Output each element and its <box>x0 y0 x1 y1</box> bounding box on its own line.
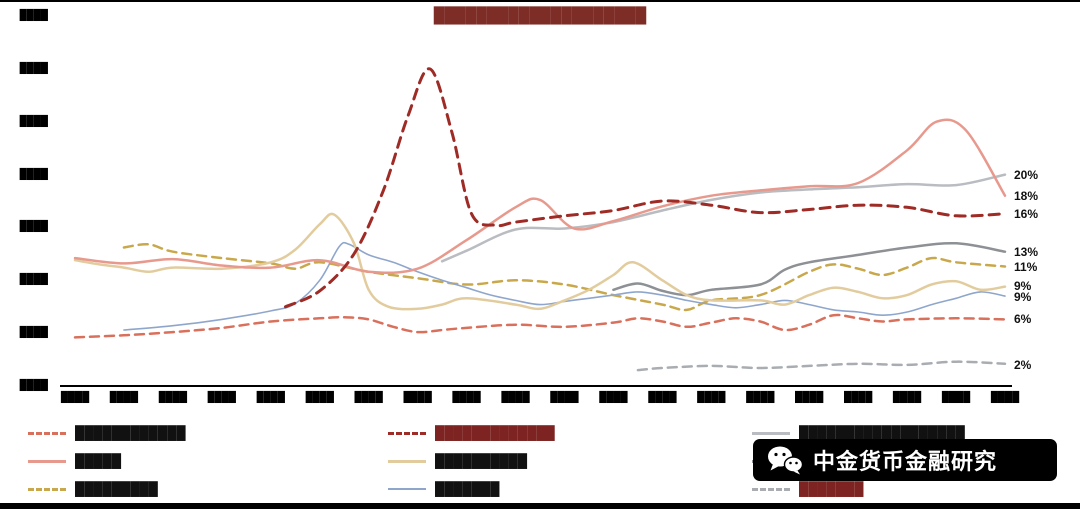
series-end-value-label: 6% <box>1014 312 1032 327</box>
legend-column-2: █████████████ ██████████ ███████ <box>388 422 555 506</box>
x-axis-tick-label: ████ <box>501 392 530 403</box>
series-blue-solid <box>123 241 1006 331</box>
legend-item-coral-dashed: ████████████ <box>28 422 186 444</box>
x-axis-tick-label: ████ <box>599 392 628 403</box>
legend-label-darkred-dashed: █████████████ <box>435 425 555 440</box>
x-axis-tick-label: ████ <box>795 392 824 403</box>
chart-title: ████████████████████ <box>433 7 647 24</box>
series-end-value-label: 2% <box>1014 357 1032 372</box>
legend-label-gray-dashed: ███████ <box>799 481 864 496</box>
legend-label-blue-solid: ███████ <box>435 481 500 496</box>
legend-item-darkred-dashed: █████████████ <box>388 422 555 444</box>
legend-item-blue-solid: ███████ <box>388 478 555 500</box>
series-end-value-label: 11% <box>1014 259 1038 274</box>
x-axis-tick-label: ████ <box>648 392 677 403</box>
x-axis-tick-label: ████ <box>305 392 334 403</box>
series-lightgray-solid <box>440 173 1007 263</box>
series-end-value-label: 9% <box>1014 278 1032 293</box>
watermark-text: 中金货币金融研究 <box>813 449 998 474</box>
wechat-icon <box>767 445 803 475</box>
legend-swatch-gray-dashed <box>752 487 790 491</box>
series-end-value-label: 16% <box>1014 206 1039 221</box>
x-axis-tick-label: ████ <box>403 392 432 403</box>
x-axis-tick-label: ████ <box>354 392 383 403</box>
legend-item-tan-solid: ██████████ <box>388 450 555 472</box>
top-border-line <box>0 0 1080 2</box>
x-axis-tick-label: ████ <box>207 392 236 403</box>
x-axis-tick-label: ████ <box>746 392 775 403</box>
y-axis-tick-label: ████ <box>19 274 48 286</box>
series-end-value-label: 9% <box>1014 290 1032 305</box>
x-axis-tick-label: ████ <box>158 392 188 403</box>
series-end-value-label: 18% <box>1014 188 1039 203</box>
x-axis-tick-label: ████ <box>256 392 285 403</box>
legend-swatch-gold-dashed <box>28 487 66 491</box>
legend-item-salmon-solid: █████ <box>28 450 186 472</box>
x-axis-tick-label: ████ <box>941 392 971 403</box>
legend-swatch-salmon-solid <box>28 459 66 463</box>
legend-swatch-lightgray-solid <box>752 431 790 435</box>
x-axis-tick-label: ████ <box>892 392 922 403</box>
legend-swatch-blue-solid <box>388 488 426 490</box>
legend-item-gray-dashed: ███████ <box>752 478 965 500</box>
series-darkred-dashed <box>284 67 1007 309</box>
watermark-badge: 中金货币金融研究 <box>753 439 1057 481</box>
series-end-value-label: 20% <box>1014 167 1039 182</box>
y-axis-tick-label: ████ <box>19 380 48 391</box>
series-gray-dashed <box>636 360 1007 372</box>
legend-label-coral-dashed: ████████████ <box>75 425 186 440</box>
series-tan-solid <box>73 212 1007 311</box>
legend-swatch-coral-dashed <box>28 431 66 435</box>
y-axis-tick-label: ████ <box>19 62 48 74</box>
legend-item-lightgray-solid: ██████████████████ <box>752 422 965 444</box>
x-axis-tick-label: ████ <box>452 392 481 403</box>
y-axis-tick-label: ████ <box>19 221 48 233</box>
x-axis-tick-label: ████ <box>109 392 139 403</box>
x-axis-tick-label: ████ <box>60 392 90 403</box>
y-axis-tick-label: ████ <box>19 115 48 127</box>
y-axis-tick-label: ████ <box>19 168 48 180</box>
series-gray-solid <box>612 241 1007 297</box>
legend-label-tan-solid: ██████████ <box>435 453 528 468</box>
bottom-border-bar <box>0 503 1080 509</box>
legend-label-salmon-solid: █████ <box>75 453 122 468</box>
legend-label-lightgray-solid: ██████████████████ <box>799 425 965 440</box>
series-end-value-label: 13% <box>1014 244 1039 259</box>
series-salmon-solid <box>73 118 1007 275</box>
x-axis-tick-label: ████ <box>550 392 579 403</box>
y-axis-tick-label: ████ <box>19 327 48 339</box>
legend-label-gold-dashed: █████████ <box>75 481 158 496</box>
legend-item-gold-dashed: █████████ <box>28 478 186 500</box>
x-axis-tick-label: ████ <box>697 392 726 403</box>
legend-swatch-tan-solid <box>388 459 426 463</box>
x-axis-tick-label: ████ <box>843 392 873 403</box>
legend-column-1: ████████████ █████ █████████ <box>28 422 186 506</box>
legend-swatch-darkred-dashed <box>388 431 426 435</box>
y-axis-tick-label: ████ <box>19 10 48 21</box>
x-axis-tick-label: ████ <box>990 392 1020 403</box>
series-coral-dashed <box>73 313 1007 339</box>
